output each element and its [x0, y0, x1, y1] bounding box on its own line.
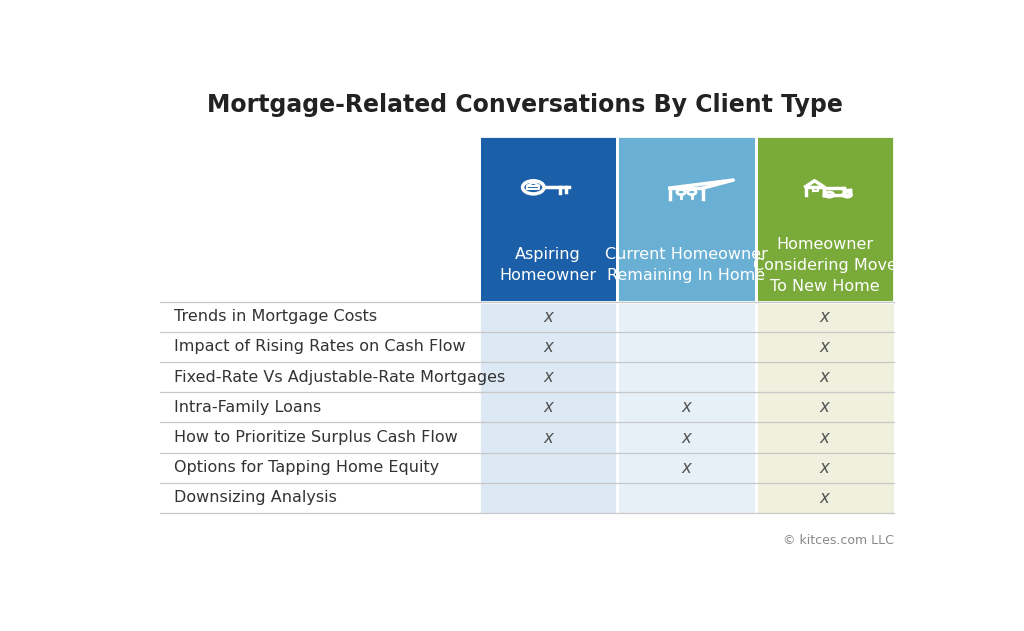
Text: Downsizing Analysis: Downsizing Analysis	[174, 490, 337, 505]
Bar	[756, 136, 894, 302]
Text: Fixed-Rate Vs Adjustable-Rate Mortgages: Fixed-Rate Vs Adjustable-Rate Mortgages	[174, 370, 505, 385]
Text: How to Prioritize Surplus Cash Flow: How to Prioritize Surplus Cash Flow	[174, 430, 458, 445]
Text: x: x	[682, 428, 691, 447]
Bar	[479, 302, 617, 513]
Bar	[617, 136, 756, 302]
Text: x: x	[820, 368, 829, 386]
Text: Impact of Rising Rates on Cash Flow: Impact of Rising Rates on Cash Flow	[174, 339, 466, 355]
Text: x: x	[544, 428, 553, 447]
Bar	[160, 302, 479, 513]
Text: Aspiring
Homeowner: Aspiring Homeowner	[500, 247, 597, 283]
Text: x: x	[820, 398, 829, 416]
Text: Homeowner
Considering Move
To New Home: Homeowner Considering Move To New Home	[753, 237, 897, 294]
Text: x: x	[682, 398, 691, 416]
Text: x: x	[820, 489, 829, 507]
Bar	[617, 302, 756, 513]
Bar	[479, 136, 617, 302]
Text: x: x	[820, 459, 829, 476]
Text: x: x	[544, 368, 553, 386]
Text: Mortgage-Related Conversations By Client Type: Mortgage-Related Conversations By Client…	[207, 93, 843, 117]
Text: x: x	[820, 428, 829, 447]
Text: x: x	[820, 338, 829, 356]
Text: Current Homeowner
Remaining In Home: Current Homeowner Remaining In Home	[605, 247, 768, 283]
Text: x: x	[820, 308, 829, 326]
Text: x: x	[544, 398, 553, 416]
Bar	[756, 302, 894, 513]
Text: Intra-Family Loans: Intra-Family Loans	[174, 400, 322, 415]
Text: x: x	[544, 308, 553, 326]
Text: x: x	[544, 338, 553, 356]
Text: Trends in Mortgage Costs: Trends in Mortgage Costs	[174, 309, 377, 324]
Text: © kitces.com LLC: © kitces.com LLC	[783, 534, 894, 547]
Text: Options for Tapping Home Equity: Options for Tapping Home Equity	[174, 460, 439, 475]
Text: x: x	[682, 459, 691, 476]
